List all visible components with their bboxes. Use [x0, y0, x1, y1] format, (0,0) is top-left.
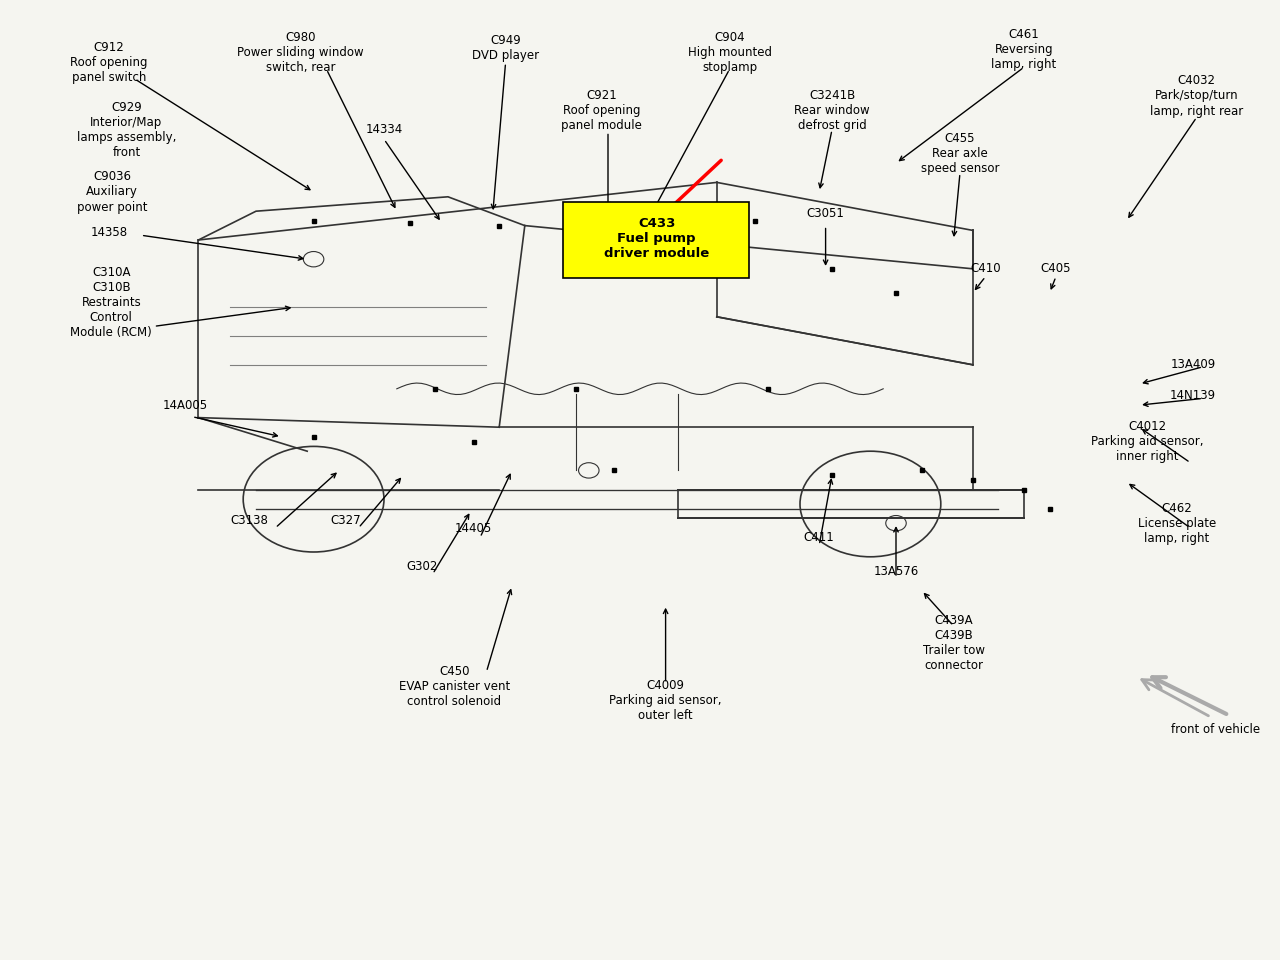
Text: 14405: 14405: [454, 521, 493, 535]
Text: C310A
C310B
Restraints
Control
Module (RCM): C310A C310B Restraints Control Module (R…: [70, 266, 152, 339]
Text: C327: C327: [330, 514, 361, 527]
Text: C9036
Auxiliary
power point: C9036 Auxiliary power point: [77, 171, 147, 213]
Text: C461
Reversing
lamp, right: C461 Reversing lamp, right: [992, 29, 1056, 71]
FancyBboxPatch shape: [563, 202, 749, 278]
Text: C411: C411: [804, 531, 835, 544]
Text: C904
High mounted
stoplamp: C904 High mounted stoplamp: [687, 32, 772, 74]
Text: 14A005: 14A005: [163, 398, 209, 412]
Text: C980
Power sliding window
switch, rear: C980 Power sliding window switch, rear: [238, 32, 364, 74]
Text: C455
Rear axle
speed sensor: C455 Rear axle speed sensor: [920, 132, 1000, 175]
Text: C929
Interior/Map
lamps assembly,
front: C929 Interior/Map lamps assembly, front: [77, 101, 177, 158]
Text: 14334: 14334: [365, 123, 403, 136]
FancyArrowPatch shape: [1142, 680, 1208, 716]
Text: front of vehicle: front of vehicle: [1171, 723, 1261, 736]
Text: C410: C410: [970, 262, 1001, 276]
Text: C439A
C439B
Trailer tow
connector: C439A C439B Trailer tow connector: [923, 614, 984, 672]
Text: G302: G302: [407, 560, 438, 573]
Text: 13A409: 13A409: [1171, 358, 1216, 372]
Text: C4009
Parking aid sensor,
outer left: C4009 Parking aid sensor, outer left: [609, 680, 722, 722]
Text: C405: C405: [1041, 262, 1071, 276]
Text: C3051: C3051: [806, 206, 845, 220]
Text: C921
Roof opening
panel module: C921 Roof opening panel module: [561, 89, 643, 132]
Text: C433
Fuel pump
driver module: C433 Fuel pump driver module: [604, 217, 709, 259]
Text: 13A576: 13A576: [873, 564, 919, 578]
Text: C3241B
Rear window
defrost grid: C3241B Rear window defrost grid: [794, 89, 870, 132]
Text: 14N139: 14N139: [1170, 389, 1216, 402]
Text: C949
DVD player: C949 DVD player: [472, 34, 539, 62]
Text: C3138: C3138: [230, 514, 269, 527]
Text: C462
License plate
lamp, right: C462 License plate lamp, right: [1138, 502, 1216, 544]
Text: 14358: 14358: [90, 226, 128, 239]
Text: C912
Roof opening
panel switch: C912 Roof opening panel switch: [70, 41, 147, 84]
Text: C4032
Park/stop/turn
lamp, right rear: C4032 Park/stop/turn lamp, right rear: [1151, 75, 1243, 117]
Text: C4012
Parking aid sensor,
inner right: C4012 Parking aid sensor, inner right: [1091, 420, 1203, 463]
Text: C450
EVAP canister vent
control solenoid: C450 EVAP canister vent control solenoid: [399, 665, 509, 708]
